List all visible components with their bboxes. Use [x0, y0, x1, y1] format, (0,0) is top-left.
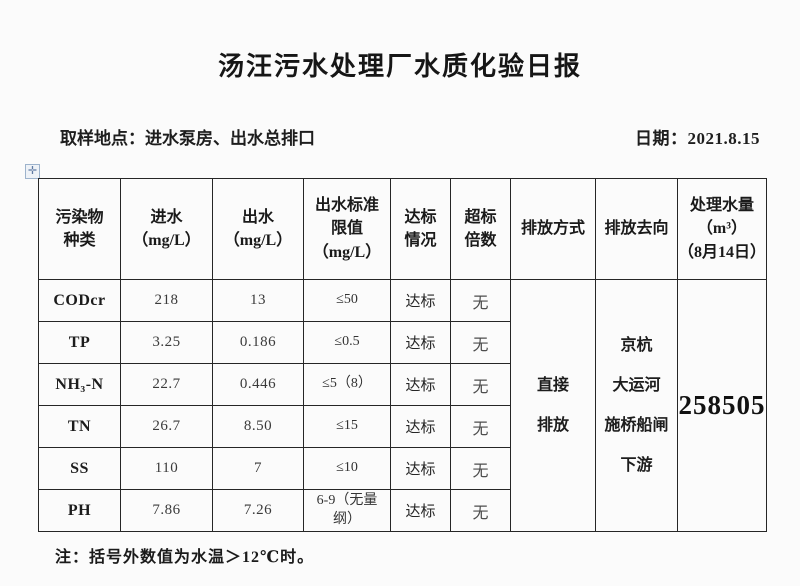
row-label: PH	[38, 489, 121, 532]
compliance-value: 达标	[390, 405, 451, 448]
header-discharge-method: 排放方式	[510, 178, 596, 280]
discharge-destination-cell: 京杭 大运河 施桥船闸 下游	[595, 279, 678, 532]
exceedance-value: 无	[450, 279, 511, 322]
table-row: NH₃-N 22.7 0.446 ≤5（8） 达标 无	[38, 363, 767, 406]
footnote: 注：括号外数值为水温＞12℃时。	[55, 549, 315, 566]
effluent-value: 8.50	[212, 405, 304, 448]
effluent-value: 0.446	[212, 363, 304, 406]
row-label: CODcr	[38, 279, 121, 322]
effluent-value: 7	[212, 447, 304, 490]
limit-value: ≤5（8）	[303, 363, 391, 406]
header-pollutant-type: 污染物 种类	[38, 178, 121, 280]
table-row: TN 26.7 8.50 ≤15 达标 无	[38, 405, 767, 448]
table-row: CODcr 218 13 ≤50 达标 无 直接 排放 京杭 大运河 施桥船闸 …	[38, 279, 767, 532]
meta-row: 取样地点：进水泵房、出水总排口 日期：2021.8.15	[0, 124, 800, 149]
limit-value: ≤0.5	[303, 321, 391, 364]
effluent-value: 13	[212, 279, 304, 322]
header-treated-volume: 处理水量 （m³） （8月14日）	[677, 178, 767, 280]
limit-value: 6-9（无量纲）	[303, 489, 391, 532]
header-exceedance: 超标 倍数	[450, 178, 511, 280]
header-compliance: 达标 情况	[390, 178, 451, 280]
discharge-method-cell: 直接 排放	[510, 279, 596, 532]
exceedance-value: 无	[450, 405, 511, 448]
limit-value: ≤50	[303, 279, 391, 322]
compliance-value: 达标	[390, 279, 451, 322]
compliance-value: 达标	[390, 489, 451, 532]
compliance-value: 达标	[390, 363, 451, 406]
row-label: SS	[38, 447, 121, 490]
limit-value: ≤15	[303, 405, 391, 448]
row-label: NH₃-N	[38, 363, 121, 406]
treated-volume-cell: 258505	[677, 279, 767, 532]
exceedance-value: 无	[450, 363, 511, 406]
row-label: TP	[38, 321, 121, 364]
compliance-value: 达标	[390, 447, 451, 490]
exceedance-value: 无	[450, 447, 511, 490]
water-quality-table: 污染物 种类 进水 （mg/L） 出水 （mg/L） 出水标准 限值 （mg/L…	[38, 178, 767, 532]
table-header-row: 污染物 种类 进水 （mg/L） 出水 （mg/L） 出水标准 限值 （mg/L…	[38, 178, 767, 280]
table-row: SS 110 7 ≤10 达标 无	[38, 447, 767, 490]
influent-value: 26.7	[120, 405, 213, 448]
sampling-location-label: 取样地点：进水泵房、出水总排口	[60, 129, 315, 148]
effluent-value: 0.186	[212, 321, 304, 364]
report-date-label: 日期：2021.8.15	[635, 129, 760, 148]
header-effluent-limit: 出水标准 限值 （mg/L）	[303, 178, 391, 280]
table-row: TP 3.25 0.186 ≤0.5 达标 无	[38, 321, 767, 364]
compliance-value: 达标	[390, 321, 451, 364]
header-discharge-destination: 排放去向	[595, 178, 678, 280]
header-effluent: 出水 （mg/L）	[212, 178, 304, 280]
influent-value: 218	[120, 279, 213, 322]
row-label: TN	[38, 405, 121, 448]
influent-value: 22.7	[120, 363, 213, 406]
table-move-handle-icon[interactable]: ✛	[25, 164, 40, 179]
effluent-value: 7.26	[212, 489, 304, 532]
table-row: PH 7.86 7.26 6-9（无量纲） 达标 无	[38, 489, 767, 532]
exceedance-value: 无	[450, 321, 511, 364]
header-influent: 进水 （mg/L）	[120, 178, 213, 280]
limit-value: ≤10	[303, 447, 391, 490]
influent-value: 3.25	[120, 321, 213, 364]
page-title: 汤汪污水处理厂水质化验日报	[217, 52, 582, 81]
exceedance-value: 无	[450, 489, 511, 532]
influent-value: 110	[120, 447, 213, 490]
influent-value: 7.86	[120, 489, 213, 532]
